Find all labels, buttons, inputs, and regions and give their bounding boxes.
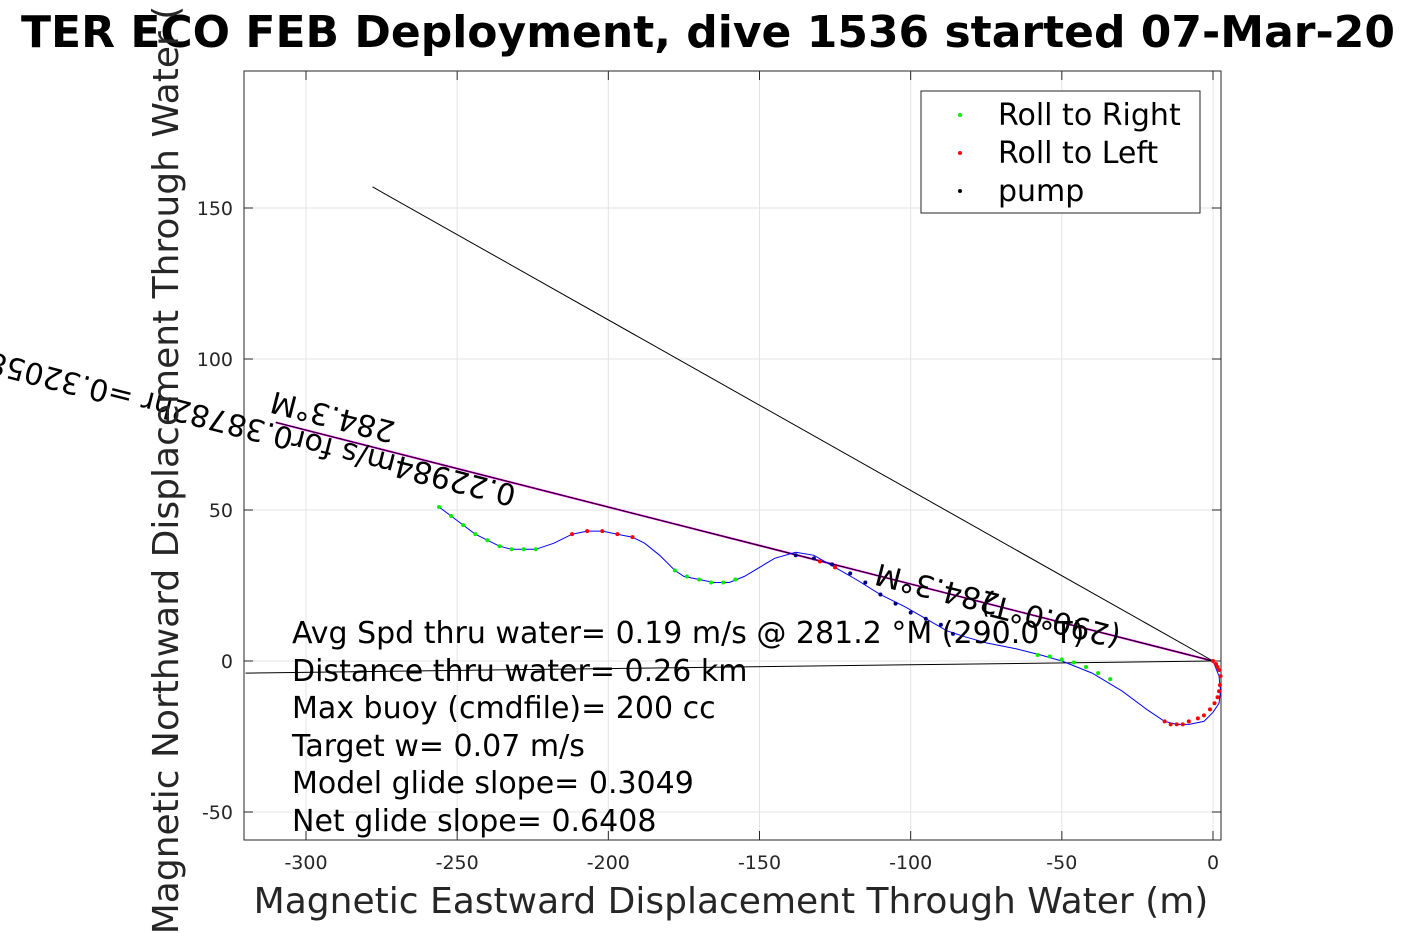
- roll-right-point: [1047, 654, 1052, 659]
- roll-right-point: [733, 577, 738, 582]
- stat-net-glide: Net glide slope= 0.6408: [292, 804, 656, 839]
- roll-left-point: [1168, 722, 1173, 727]
- reference-lines: [245, 186, 1214, 674]
- roll-left-point: [1215, 665, 1220, 670]
- legend-marker-roll-right: [958, 113, 962, 117]
- x-axis-ticks: -300 -250 -200 -150 -100 -50 0: [284, 71, 1219, 874]
- stat-model-glide: Model glide slope= 0.3049: [292, 766, 694, 801]
- roll-right-point: [721, 580, 726, 585]
- roll-right-point: [672, 568, 677, 573]
- zero-line: [245, 660, 1214, 674]
- roll-left-point: [833, 565, 838, 570]
- pump-point: [938, 622, 943, 627]
- roll-left-point: [1212, 701, 1217, 706]
- x-tick-label: -200: [587, 852, 630, 874]
- heading-line-overlay: [275, 421, 1214, 662]
- roll-left-point: [1217, 683, 1222, 688]
- legend-marker-pump: [958, 189, 962, 193]
- roll-left-point: [1186, 719, 1191, 724]
- pump-point: [848, 571, 853, 576]
- x-tick-label: -250: [436, 852, 479, 874]
- roll-right-point: [461, 523, 466, 528]
- stat-avg-speed: Avg Spd thru water= 0.19 m/s @ 281.2 °M …: [292, 616, 1084, 651]
- roll-right-point: [437, 504, 442, 509]
- roll-right-point: [449, 514, 454, 519]
- ne-line: [372, 186, 1214, 662]
- roll-right-point: [1071, 660, 1076, 665]
- roll-right-point: [709, 580, 714, 585]
- y-tick-label: 100: [197, 349, 233, 371]
- roll-left-point: [1214, 662, 1219, 667]
- y-axis-label: Magnetic Northward Displacement Through …: [146, 6, 187, 935]
- roll-left-point: [585, 529, 590, 534]
- x-tick-label: -50: [1046, 852, 1077, 874]
- y-tick-label: 0: [221, 651, 233, 673]
- x-tick-label: -300: [284, 852, 327, 874]
- roll-left-point: [1180, 722, 1185, 727]
- pump-point: [878, 592, 883, 597]
- roll-left-point: [600, 529, 605, 534]
- legend: Roll to Right Roll to Left pump: [920, 90, 1201, 214]
- legend-label-pump: pump: [998, 174, 1084, 209]
- stat-max-buoy: Max buoy (cmdfile)= 200 cc: [292, 691, 716, 726]
- y-tick-label: 150: [197, 198, 233, 220]
- y-tick-label: -50: [202, 802, 233, 824]
- roll-right-point: [1096, 671, 1101, 676]
- roll-left-point: [1195, 716, 1200, 721]
- roll-right-point: [533, 547, 538, 552]
- roll-right-point: [485, 538, 490, 543]
- stats-block: Avg Spd thru water= 0.19 m/s @ 281.2 °M …: [291, 616, 1084, 839]
- roll-right-point: [473, 532, 478, 537]
- pump-point: [923, 616, 928, 621]
- roll-right-point: [697, 577, 702, 582]
- pump-point: [793, 553, 798, 558]
- roll-left-point: [1215, 695, 1220, 700]
- roll-right-point: [509, 547, 514, 552]
- roll-left-point: [817, 559, 822, 564]
- pump-point: [830, 562, 835, 567]
- pump-point: [893, 601, 898, 606]
- track-line: [438, 506, 1222, 725]
- legend-marker-roll-left: [958, 151, 962, 155]
- stat-target-w: Target w= 0.07 m/s: [291, 729, 585, 764]
- pump-point: [863, 580, 868, 585]
- roll-right-point: [1084, 665, 1089, 670]
- roll-left-point: [570, 532, 575, 537]
- roll-left-point: [1217, 689, 1222, 694]
- roll-right-point: [1108, 677, 1113, 682]
- roll-left-point: [1174, 722, 1179, 727]
- pump-point: [950, 631, 955, 636]
- roll-left-point: [630, 535, 635, 540]
- roll-left-point: [1217, 668, 1222, 673]
- roll-right-point: [497, 544, 502, 549]
- roll-left-point: [615, 532, 620, 537]
- roll-left-point: [1207, 707, 1212, 712]
- x-axis-label: Magnetic Eastward Displacement Through W…: [254, 881, 1209, 922]
- roll-right-point: [521, 547, 526, 552]
- stat-distance: Distance thru water= 0.26 km: [292, 654, 747, 689]
- y-axis-ticks: -50 0 50 100 150: [197, 198, 1221, 824]
- roll-right-point: [1035, 652, 1040, 657]
- x-tick-label: 0: [1207, 852, 1219, 874]
- legend-label-roll-right: Roll to Right: [998, 98, 1181, 133]
- roll-left-point: [1162, 719, 1167, 724]
- chart-title: TER ECO FEB Deployment, dive 1536 starte…: [21, 7, 1395, 58]
- y-tick-label: 50: [209, 500, 233, 522]
- roll-left-point: [1218, 674, 1223, 679]
- legend-label-roll-left: Roll to Left: [998, 136, 1158, 171]
- roll-left-point: [1201, 713, 1206, 718]
- roll-left-point: [1211, 659, 1215, 663]
- pump-point: [811, 556, 816, 561]
- legend-box: [920, 90, 1201, 214]
- x-tick-label: -150: [738, 852, 781, 874]
- roll-markers: [437, 504, 1223, 727]
- dive-track: [438, 506, 1222, 725]
- roll-right-point: [684, 574, 689, 579]
- roll-right-point: [1059, 657, 1064, 662]
- pump-point: [908, 610, 913, 615]
- x-tick-label: -100: [889, 852, 932, 874]
